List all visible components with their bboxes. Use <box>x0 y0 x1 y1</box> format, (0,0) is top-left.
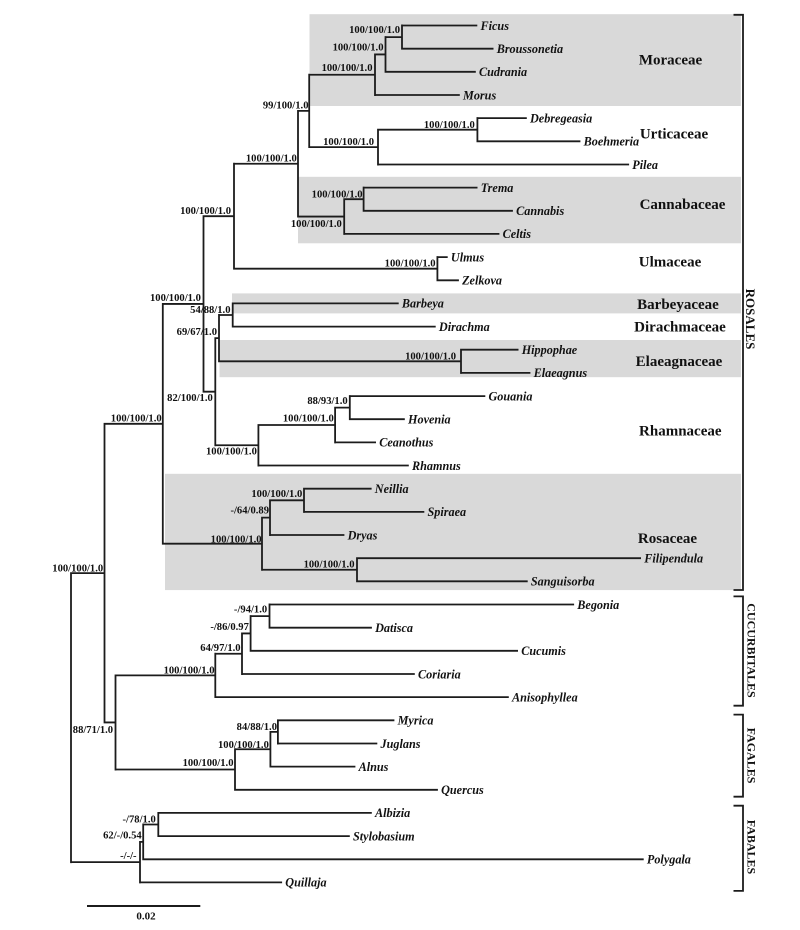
svg-text:100/100/1.0: 100/100/1.0 <box>183 758 234 769</box>
svg-text:Stylobasium: Stylobasium <box>353 829 415 843</box>
svg-text:100/100/1.0: 100/100/1.0 <box>180 206 231 217</box>
svg-text:Rhamnaceae: Rhamnaceae <box>639 424 722 440</box>
svg-text:Juglans: Juglans <box>380 737 421 751</box>
svg-text:FAGALES: FAGALES <box>744 728 758 784</box>
svg-text:99/100/1.0: 99/100/1.0 <box>263 100 309 111</box>
svg-text:Trema: Trema <box>481 181 514 195</box>
svg-text:Elaeagnaceae: Elaeagnaceae <box>636 354 723 370</box>
svg-text:100/100/1.0: 100/100/1.0 <box>424 120 475 131</box>
svg-text:Gouania: Gouania <box>489 389 533 403</box>
svg-text:100/100/1.0: 100/100/1.0 <box>211 534 262 545</box>
svg-text:100/100/1.0: 100/100/1.0 <box>291 219 342 230</box>
svg-text:Dirachmaceae: Dirachmaceae <box>634 319 726 335</box>
svg-text:Ceanothus: Ceanothus <box>379 436 433 450</box>
svg-text:Sanguisorba: Sanguisorba <box>531 575 595 589</box>
svg-text:Cudrania: Cudrania <box>479 65 527 79</box>
svg-text:Dryas: Dryas <box>347 528 378 542</box>
svg-text:Cannabaceae: Cannabaceae <box>640 197 726 213</box>
svg-text:Myrica: Myrica <box>397 714 434 728</box>
svg-text:Alnus: Alnus <box>358 760 389 774</box>
svg-text:Begonia: Begonia <box>576 598 619 612</box>
svg-text:100/100/1.0: 100/100/1.0 <box>52 563 103 574</box>
svg-text:Rhamnus: Rhamnus <box>411 459 461 473</box>
svg-text:Ulmaceae: Ulmaceae <box>639 254 702 270</box>
svg-text:82/100/1.0: 82/100/1.0 <box>167 393 213 404</box>
svg-text:100/100/1.0: 100/100/1.0 <box>405 351 456 362</box>
svg-text:Moraceae: Moraceae <box>639 52 703 68</box>
svg-text:-/86/0.97: -/86/0.97 <box>210 622 249 633</box>
svg-text:Anisophyllea: Anisophyllea <box>511 690 578 704</box>
svg-text:Polygala: Polygala <box>647 853 691 867</box>
svg-text:Debregeasia: Debregeasia <box>529 111 592 125</box>
svg-text:100/100/1.0: 100/100/1.0 <box>322 63 373 74</box>
svg-text:Barbeya: Barbeya <box>401 297 444 311</box>
svg-text:100/100/1.0: 100/100/1.0 <box>333 43 384 54</box>
svg-text:Quercus: Quercus <box>441 783 484 797</box>
svg-text:100/100/1.0: 100/100/1.0 <box>312 190 363 201</box>
svg-text:Neillia: Neillia <box>374 482 409 496</box>
svg-text:-/64/0.89: -/64/0.89 <box>230 505 269 516</box>
svg-text:Hovenia: Hovenia <box>407 413 451 427</box>
svg-text:62/-/0.54: 62/-/0.54 <box>103 830 142 841</box>
svg-text:Boehmeria: Boehmeria <box>583 135 640 149</box>
svg-text:100/100/1.0: 100/100/1.0 <box>218 740 269 751</box>
svg-text:88/71/1.0: 88/71/1.0 <box>73 725 113 736</box>
svg-text:69/67/1.0: 69/67/1.0 <box>177 327 217 338</box>
svg-text:100/100/1.0: 100/100/1.0 <box>304 559 355 570</box>
svg-text:Celtis: Celtis <box>503 227 532 241</box>
svg-text:0.02: 0.02 <box>136 911 156 923</box>
svg-text:Rosaceae: Rosaceae <box>638 531 697 547</box>
svg-text:Filipendula: Filipendula <box>643 552 703 566</box>
svg-text:54/88/1.0: 54/88/1.0 <box>190 305 230 316</box>
svg-text:-/78/1.0: -/78/1.0 <box>123 814 156 825</box>
svg-text:100/100/1.0: 100/100/1.0 <box>246 154 297 165</box>
svg-text:Dirachma: Dirachma <box>438 320 490 334</box>
svg-text:100/100/1.0: 100/100/1.0 <box>111 413 162 424</box>
svg-text:Zelkova: Zelkova <box>461 274 502 288</box>
svg-text:-/94/1.0: -/94/1.0 <box>234 605 267 616</box>
svg-text:Datisca: Datisca <box>374 621 413 635</box>
svg-text:Albizia: Albizia <box>374 806 410 820</box>
svg-text:Elaeagnus: Elaeagnus <box>533 366 588 380</box>
svg-text:100/100/1.0: 100/100/1.0 <box>349 25 400 36</box>
svg-text:84/88/1.0: 84/88/1.0 <box>237 722 277 733</box>
svg-text:100/100/1.0: 100/100/1.0 <box>385 258 436 269</box>
svg-text:Spiraea: Spiraea <box>428 505 467 519</box>
svg-text:100/100/1.0: 100/100/1.0 <box>206 447 257 458</box>
svg-text:Coriaria: Coriaria <box>418 667 461 681</box>
svg-text:-/-/-: -/-/- <box>120 851 137 862</box>
svg-text:Cannabis: Cannabis <box>516 204 564 218</box>
svg-text:100/100/1.0: 100/100/1.0 <box>164 666 215 677</box>
svg-text:100/100/1.0: 100/100/1.0 <box>251 489 302 500</box>
svg-text:Quillaja: Quillaja <box>285 876 326 890</box>
svg-text:Ulmus: Ulmus <box>451 250 484 264</box>
svg-text:Morus: Morus <box>462 88 496 102</box>
svg-text:Cucumis: Cucumis <box>521 644 566 658</box>
svg-text:Barbeyaceae: Barbeyaceae <box>637 297 719 313</box>
svg-text:Urticaceae: Urticaceae <box>640 126 709 142</box>
svg-text:Broussonetia: Broussonetia <box>496 42 563 56</box>
svg-text:Ficus: Ficus <box>480 19 510 33</box>
svg-text:FABALES: FABALES <box>744 820 758 875</box>
svg-text:64/97/1.0: 64/97/1.0 <box>200 643 240 654</box>
svg-text:88/93/1.0: 88/93/1.0 <box>307 396 347 407</box>
svg-text:ROSALES: ROSALES <box>743 289 758 350</box>
svg-text:Pilea: Pilea <box>632 158 658 172</box>
svg-text:100/100/1.0: 100/100/1.0 <box>283 413 334 424</box>
svg-text:Hippophae: Hippophae <box>521 343 578 357</box>
svg-text:100/100/1.0: 100/100/1.0 <box>150 293 201 304</box>
svg-text:100/100/1.0: 100/100/1.0 <box>323 137 374 148</box>
svg-text:CUCURBITALES: CUCURBITALES <box>744 603 758 698</box>
